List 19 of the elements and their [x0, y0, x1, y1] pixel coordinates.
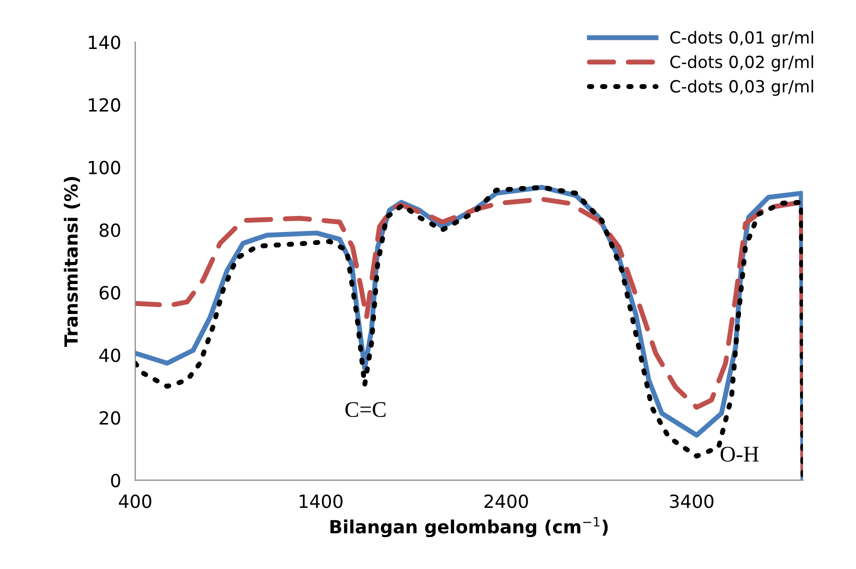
y-tick-label: 140	[88, 36, 120, 50]
y-tick-label: 0	[111, 474, 120, 488]
x-tick-label: 3400	[670, 494, 714, 508]
x-tick-label: 400	[118, 494, 152, 508]
annotation: O-H	[720, 446, 759, 462]
legend-label: C-dots 0,01 gr/ml	[670, 30, 814, 47]
y-tick-label: 100	[88, 160, 120, 174]
annotation: C=C	[345, 402, 386, 418]
y-tick-label: 60	[100, 286, 120, 300]
y-tick-label: 40	[99, 348, 120, 362]
legend-label: C-dots 0,02 gr/ml	[670, 55, 814, 72]
y-tick-label: 20	[100, 411, 120, 425]
x-tick-label: 1400	[300, 494, 342, 508]
y-axis-title: Transmitansi (%)	[64, 176, 80, 347]
y-tick-label: 120	[88, 98, 120, 112]
y-tick-label: 80	[100, 223, 120, 237]
x-axis-title: Bilangan gelombang (cm$^{−1}$)	[330, 517, 608, 538]
legend-label: C-dots 0,03 gr/ml	[670, 80, 814, 96]
x-tick-label: 2400	[484, 494, 528, 508]
